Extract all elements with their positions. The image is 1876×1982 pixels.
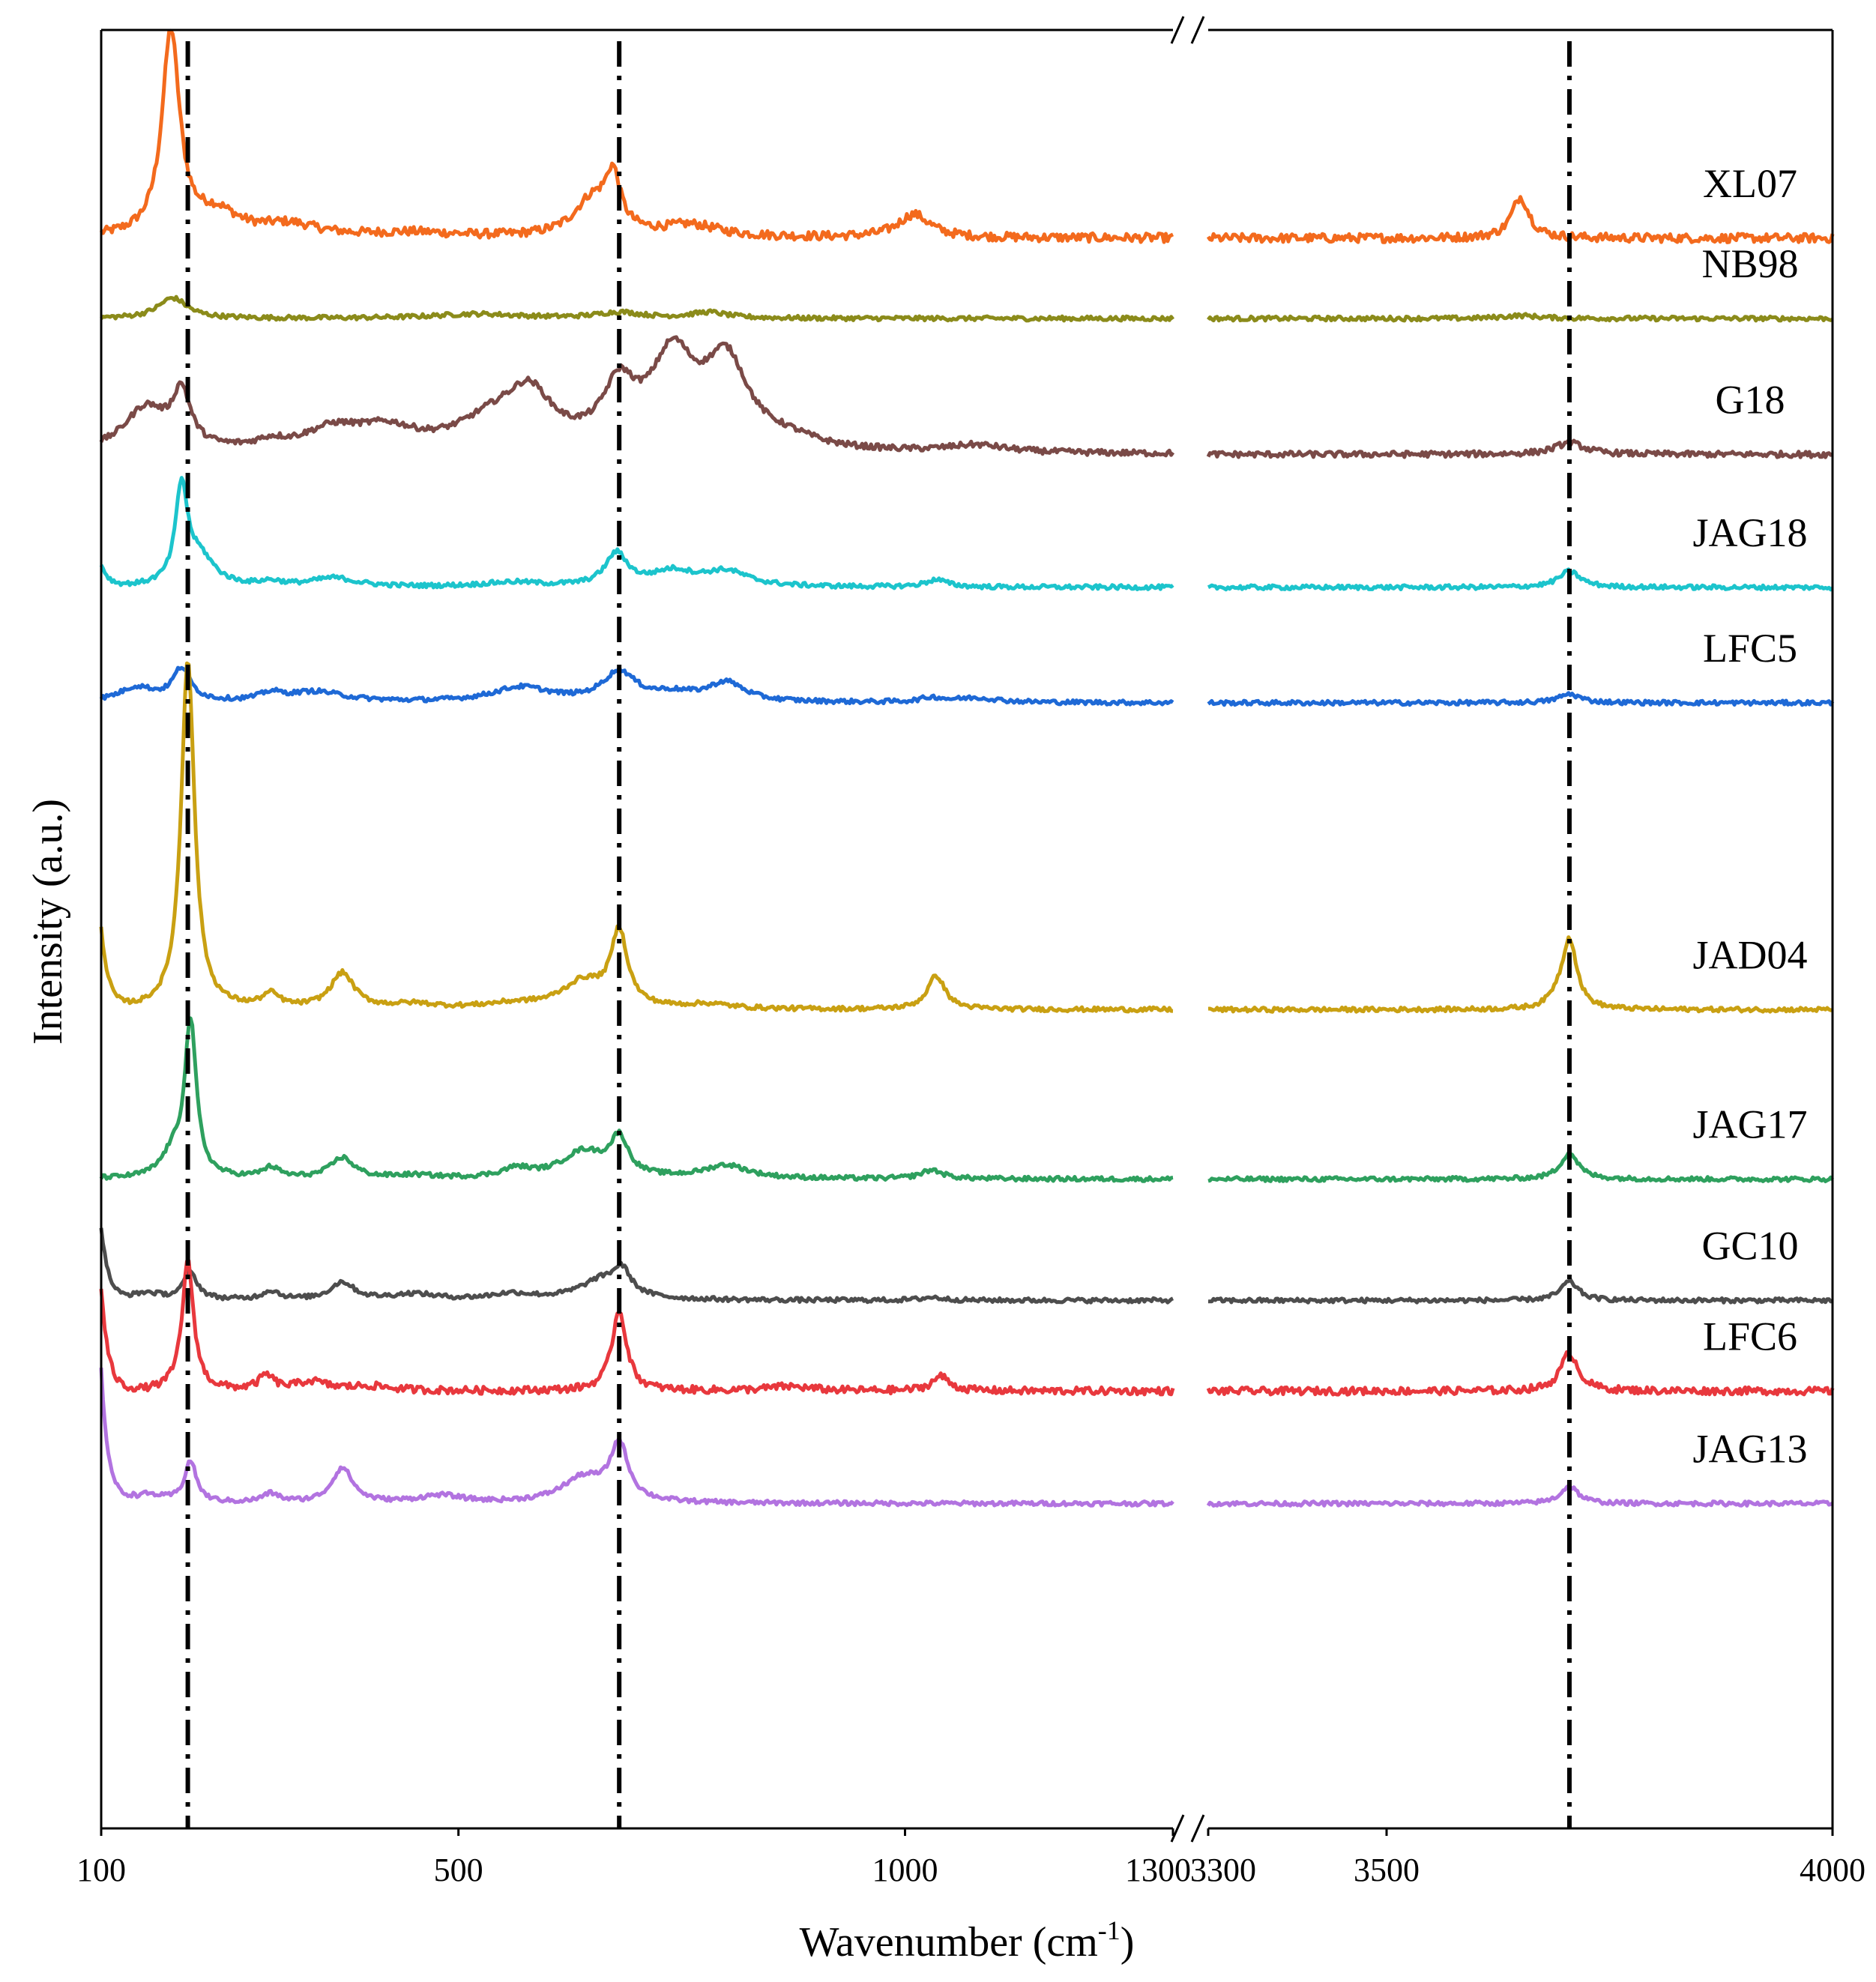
axis-break-mark-1 (1170, 16, 1185, 44)
series-label-gc10: GC10 (1701, 1224, 1798, 1269)
series-label-jag13: JAG13 (1692, 1427, 1807, 1472)
series-line-nb98-seg2 (1207, 312, 1834, 323)
series-line-xl07-seg2 (1206, 195, 1835, 244)
series-line-jag17-seg1 (99, 1016, 1174, 1183)
axis-break-mark-2 (1190, 16, 1205, 44)
x-tick-label-1300: 1300 (1125, 1852, 1191, 1888)
series-label-jag17: JAG17 (1692, 1102, 1807, 1147)
series-line-nb98-seg1 (100, 294, 1175, 323)
series-label-nb98: NB98 (1701, 241, 1798, 286)
series-line-xl07-seg1 (99, 28, 1174, 244)
series-line-lfc5-seg1 (99, 665, 1174, 707)
series-line-g18-seg2 (1206, 438, 1834, 459)
x-tick-label-3300: 3300 (1190, 1852, 1256, 1888)
axis-break-mark-4 (1190, 1814, 1205, 1843)
series-line-jag17-seg2 (1207, 1150, 1834, 1183)
x-axis-title: Wavenumber (cm-1) (800, 1915, 1135, 1966)
reference-lines (185, 41, 1572, 1828)
series-label-lfc5: LFC5 (1703, 626, 1797, 671)
series-line-jag18-seg1 (99, 476, 1174, 591)
x-tick-label-100: 100 (76, 1852, 126, 1888)
series-labels: XL07 NB98 G18 JAG18 LFC5 JAD04 JAG17 GC10 LFC6 JA… (1692, 161, 1807, 1472)
axis-break-mark-3 (1170, 1814, 1185, 1843)
series-line-jag13-seg2 (1206, 1484, 1834, 1508)
y-axis-title: Intensity (a.u.) (25, 799, 71, 1045)
series-line-jag13-seg1 (99, 1368, 1174, 1508)
x-tick-label-3500: 3500 (1354, 1852, 1420, 1888)
x-tick-label-1000: 1000 (872, 1852, 938, 1888)
series-label-jad04: JAD04 (1692, 932, 1807, 977)
x-tick-label-4000: 4000 (1800, 1852, 1866, 1888)
series-label-jag18: JAG18 (1692, 510, 1807, 555)
series-label-xl07: XL07 (1703, 161, 1797, 206)
series-line-lfc5-seg2 (1207, 691, 1835, 707)
series-line-jad04-seg1 (99, 661, 1174, 1014)
series-label-g18: G18 (1716, 377, 1785, 422)
series-line-lfc6-seg1 (99, 1259, 1175, 1397)
series-line-gc10-seg1 (99, 1227, 1174, 1305)
series-line-g18-seg1 (99, 335, 1175, 458)
series-label-lfc6: LFC6 (1703, 1314, 1797, 1359)
series-line-lfc6-seg2 (1206, 1350, 1835, 1397)
axes: 100 500 1000 1300 3300 3500 4000 (76, 16, 1866, 1888)
series-line-gc10-seg2 (1207, 1277, 1834, 1305)
series-line-jad04-seg2 (1207, 935, 1833, 1014)
series-line-jag18-seg2 (1207, 567, 1834, 592)
series-layer (99, 28, 1835, 1508)
x-tick-label-500: 500 (434, 1852, 483, 1888)
